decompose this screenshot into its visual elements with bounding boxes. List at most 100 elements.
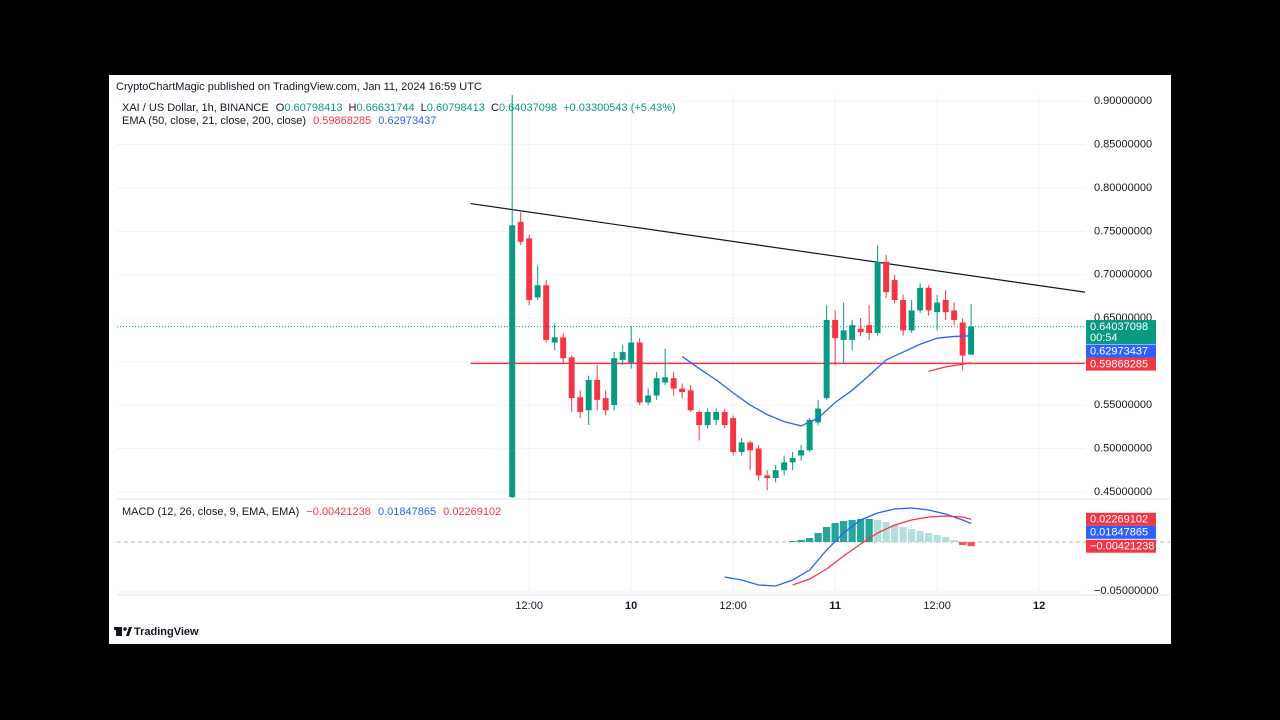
candle-body (772, 470, 779, 479)
brand: TradingView (134, 626, 199, 638)
low-value: 0.60798413 (427, 102, 485, 114)
price-tag-label: 0.64037098 (1090, 321, 1148, 333)
candle-body (968, 326, 975, 355)
price-tag (1086, 344, 1156, 358)
histogram-bar (891, 525, 899, 542)
candle-body (747, 442, 754, 451)
candle-body (662, 377, 669, 383)
candle-body (619, 352, 626, 360)
y-tick-label: 0.45000000 (1094, 486, 1152, 498)
candle-body (781, 462, 788, 471)
histogram-bar (789, 541, 797, 542)
candle-body (543, 285, 550, 340)
ohlc-label: H (349, 102, 357, 114)
price-tag (1086, 525, 1156, 539)
candle-body (526, 238, 533, 300)
histogram-bar (882, 522, 890, 542)
candle-body (696, 412, 703, 426)
price-tag (1086, 357, 1156, 371)
attribution: CryptoChartMagic published on TradingVie… (116, 81, 482, 93)
macd-hist-value: −0.00421238 (306, 506, 371, 518)
histogram-bar (942, 537, 950, 542)
histogram-bar (806, 538, 814, 542)
x-tick-label: 10 (625, 600, 637, 612)
candle-body (687, 390, 694, 411)
y-tick-label: 0.80000000 (1094, 182, 1152, 194)
histogram-bar (916, 531, 924, 542)
x-tick-label: 12:00 (719, 600, 747, 612)
symbol-legend: XAI / US Dollar, 1h, BINANCE O0.60798413… (122, 102, 676, 114)
histogram-bar (857, 519, 865, 542)
y-tick-label: 0.75000000 (1094, 225, 1152, 237)
close-value: 0.64037098 (499, 102, 557, 114)
ema-line (681, 335, 972, 427)
candle-body (798, 450, 805, 456)
y-tick-label: 0.55000000 (1094, 399, 1152, 411)
histogram-bar (874, 520, 882, 542)
candle-body (636, 342, 643, 403)
open-value: 0.60798413 (284, 102, 342, 114)
candle-body (721, 412, 728, 426)
price-tag (1086, 512, 1156, 526)
candle-body (823, 319, 830, 399)
candle-body (679, 388, 686, 393)
price-tag-label: 0.59868285 (1090, 358, 1148, 370)
macd-title: MACD (12, 26, close, 9, EMA, EMA) (122, 506, 299, 518)
price-tag-label: 0.01847865 (1090, 527, 1148, 539)
countdown: 00:54 (1090, 332, 1118, 344)
histogram-bar (797, 540, 805, 542)
histogram-bar (840, 521, 848, 542)
macd-value: 0.01847865 (378, 506, 436, 518)
price-tag (1086, 320, 1156, 345)
candle-body (594, 379, 601, 400)
logo (114, 627, 132, 636)
symbol: XAI / US Dollar, 1h, BINANCE (122, 102, 269, 114)
axes: 12:00 10 12:00 11 12:00 12 0.45000000 0.5000000… (515, 95, 1158, 612)
candle-body (670, 378, 677, 389)
histogram-bar (967, 542, 975, 547)
candle-body (934, 302, 941, 313)
histogram-bar (823, 527, 831, 542)
candle-body (602, 398, 609, 411)
x-tick-label: 12 (1033, 600, 1045, 612)
ohlc-label: O (276, 102, 285, 114)
ohlc-label: C (491, 102, 499, 114)
candle-body (577, 397, 584, 413)
histogram-bar (908, 529, 916, 542)
candle-body (704, 412, 711, 426)
candle-body (806, 419, 813, 451)
candle-body (764, 475, 771, 479)
histogram-bar (899, 527, 907, 542)
candle-body (840, 330, 847, 340)
candle-body (925, 287, 932, 311)
y-tick-label: 0.90000000 (1094, 95, 1152, 107)
candle-body (857, 328, 864, 333)
ema-value: 0.59868285 (313, 115, 371, 127)
candle-body (568, 357, 575, 399)
candle-body (713, 412, 720, 420)
candle-body (874, 261, 881, 333)
histogram-bar (933, 535, 941, 542)
ema-title: EMA (50, close, 21, close, 200, close) (122, 115, 306, 127)
y-tick-label: 0.70000000 (1094, 269, 1152, 281)
candle-body (585, 379, 592, 411)
candle-body (891, 279, 898, 300)
candle-body (908, 310, 915, 331)
ohlc-label: L (421, 102, 427, 114)
candle-body (917, 287, 924, 311)
candle-body (900, 299, 907, 331)
signal-value: 0.02269102 (443, 506, 501, 518)
trendline (470, 202, 1085, 293)
candle-body (551, 337, 558, 343)
y-tick-label: 0.85000000 (1094, 138, 1152, 150)
x-tick-label: 11 (829, 600, 841, 612)
histogram-bar (848, 520, 856, 542)
candle-body (815, 408, 822, 423)
candle-body (653, 378, 660, 396)
macd-line (792, 515, 972, 586)
macd-pane (724, 507, 975, 587)
ema-value: 0.62973437 (378, 115, 436, 127)
candle-body (730, 418, 737, 452)
